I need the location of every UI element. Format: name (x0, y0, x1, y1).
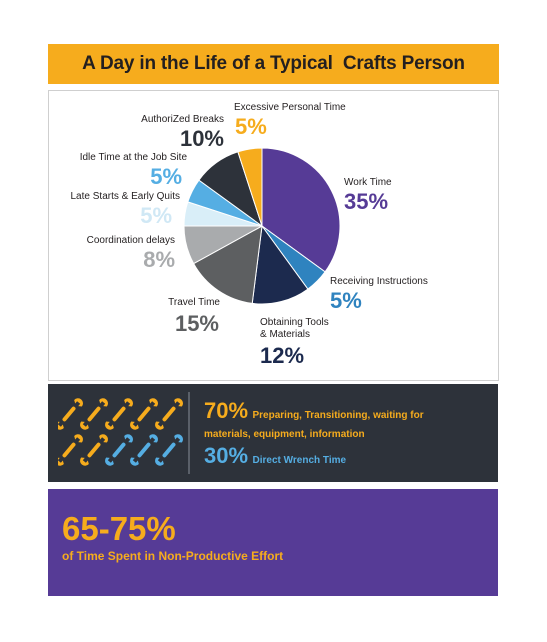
wrench-icon (58, 434, 83, 466)
slice-pct-obtaining-tools: 12% (260, 343, 305, 368)
slice-pct-excessive-personal-time: 5% (235, 114, 267, 139)
slice-label-excessive-personal-time: Excessive Personal Time (234, 102, 346, 113)
nonproductive-text: Preparing, Transitioning, waiting for (252, 410, 424, 421)
slice-pct-authorized-breaks: 10% (179, 126, 224, 151)
pie-slice-travel-time (192, 225, 263, 304)
slice-pct-receiving-instructions: 5% (330, 288, 362, 313)
slice-label-authorized-breaks: AuthoriZed Breaks (141, 114, 224, 125)
slice-label-late-starts: Late Starts & Early Quits (70, 191, 181, 202)
wrench-icon (58, 398, 83, 430)
wrench-icon (80, 434, 108, 466)
wrench-icon (155, 398, 183, 430)
title-banner: A Day in the Life of a Typical Crafts Pe… (48, 44, 499, 84)
pie-chart (183, 147, 341, 305)
slice-pct-work-time: 35% (344, 189, 389, 214)
nonproductive-text-line2: materials, equipment, information (204, 429, 365, 440)
summary-text: of Time Spent in Non-Productive Effort (62, 549, 284, 563)
slice-label-travel-time: Travel Time (168, 297, 220, 308)
nonproductive-stat: 70% Preparing, Transitioning, waiting fo… (204, 400, 424, 423)
slice-pct-coordination-delays: 8% (143, 247, 175, 272)
summary-range: 65-75% (62, 510, 176, 547)
pie-slice-work-time (261, 147, 341, 273)
slice-pct-idle-time: 5% (150, 164, 182, 189)
wrench-time-pct: 30% (204, 443, 249, 468)
slice-label-work-time: Work Time (344, 177, 392, 188)
slice-pct-travel-time: 15% (174, 311, 219, 336)
wrench-icon (130, 434, 158, 466)
panel-divider (188, 392, 190, 474)
wrench-time-panel: 70% Preparing, Transitioning, waiting fo… (48, 384, 498, 482)
wrench-icon (105, 434, 133, 466)
slice-label-receiving-instructions: Receiving Instructions (330, 276, 428, 287)
pie-chart-panel: Excessive Personal Time 5% AuthoriZed Br… (48, 90, 499, 381)
wrench-time-text: Direct Wrench Time (252, 455, 347, 466)
slice-label-obtaining-tools: Obtaining Tools & Materials (260, 317, 329, 340)
nonproductive-pct: 70% (204, 398, 249, 423)
wrench-icon (105, 398, 133, 430)
wrench-icon (130, 398, 158, 430)
summary-panel: 65-75% of Time Spent in Non-Productive E… (48, 489, 498, 596)
slice-pct-late-starts: 5% (140, 203, 172, 228)
pie-slice-excessive-personal-time (237, 147, 263, 227)
wrench-time-stat: 30% Direct Wrench Time (204, 445, 346, 468)
wrench-icon-grid (58, 398, 183, 466)
wrench-icon (155, 434, 183, 466)
slice-label-coordination-delays: Coordination delays (86, 235, 175, 246)
slice-label-idle-time: Idle Time at the Job Site (79, 152, 187, 163)
wrench-icon (80, 398, 108, 430)
page-title: A Day in the Life of a Typical Crafts Pe… (82, 53, 465, 74)
